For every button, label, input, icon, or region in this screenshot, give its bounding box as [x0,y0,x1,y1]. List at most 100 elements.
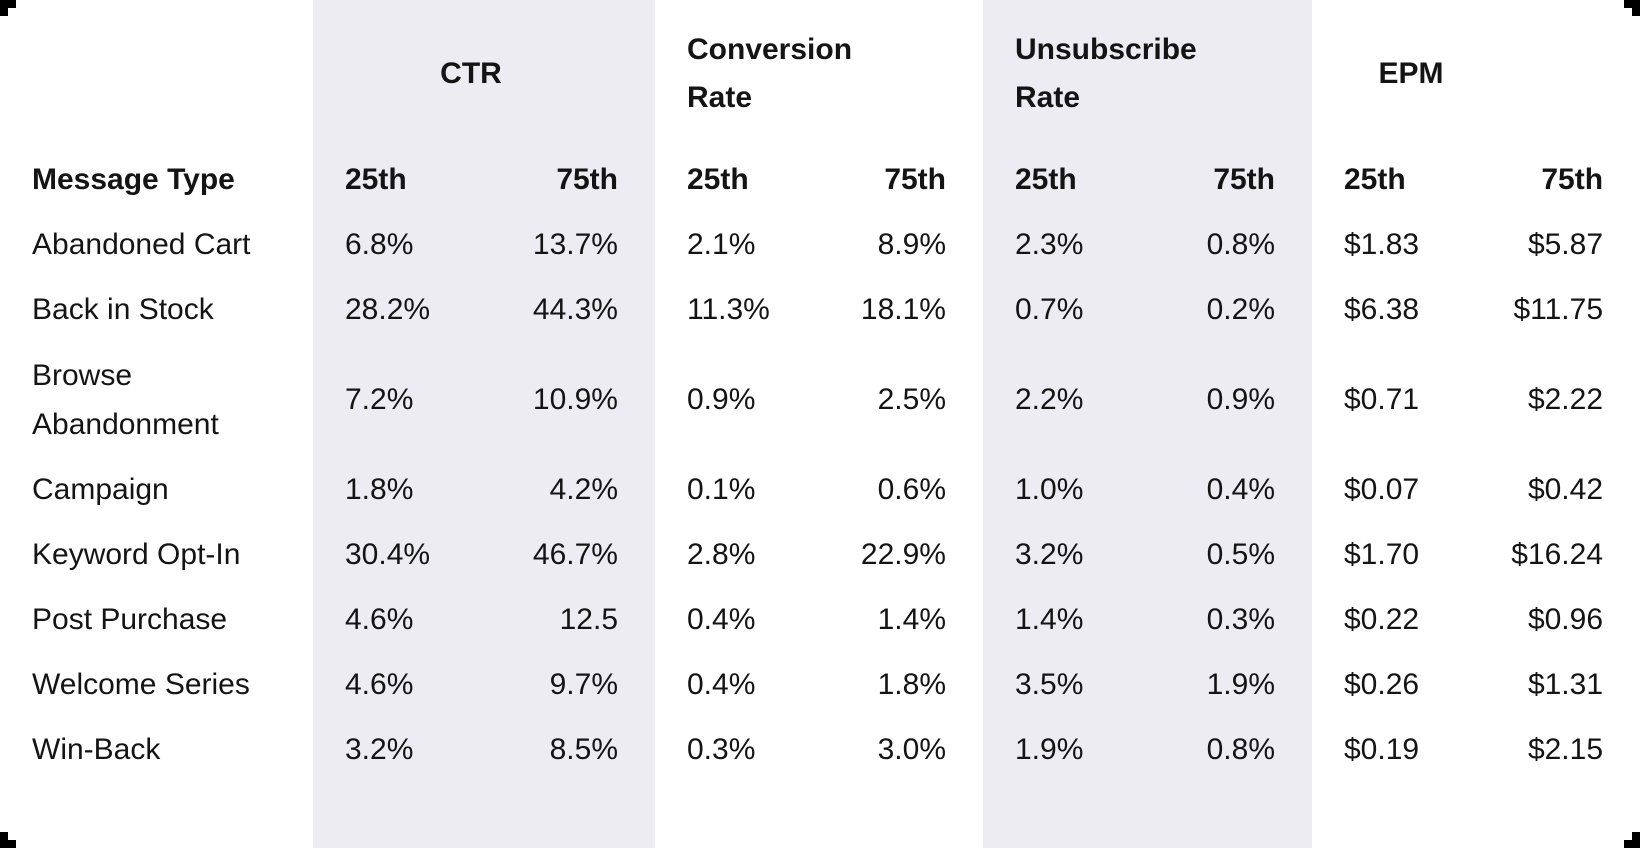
row-label-message-type: Campaign [32,473,169,506]
cell-value: 0.3% [687,732,756,766]
cell-value: 2.5% [877,382,946,416]
cell-value: 6.8% [345,227,414,261]
cell-value: 8.5% [549,732,618,766]
cell-value: 1.8% [877,667,946,701]
cell-value: $1.31 [1527,667,1604,701]
cell-value: 1.9% [1015,732,1084,766]
row-label-message-type: Abandoned Cart [32,228,251,261]
row-label-message-type: Back in Stock [32,293,214,326]
cell-value: 0.5% [1206,537,1275,571]
cell-value: 0.4% [687,602,756,636]
cell-value: 10.9% [532,382,618,416]
corner-mark-bottom-right-icon [1624,832,1640,848]
cell-value: $0.19 [1344,732,1420,766]
table-row: Post Purchase 4.6% 12.5 0.4% 1.4% 1.4% 0.3% $0.… [0,587,1640,652]
cell-value: $2.15 [1527,732,1604,766]
cell-value: 2.1% [687,227,756,261]
cell-value: 3.2% [345,732,414,766]
cell-value: 2.8% [687,537,756,571]
column-header-ctr-75th: 75th [556,163,618,196]
group-header-unsubscribe-rate: Unsubscribe Rate [983,0,1312,148]
cell-value: $2.22 [1527,382,1604,416]
table-row: Welcome Series 4.6% 9.7% 0.4% 1.8% 3.5% 1.9% $0… [0,652,1640,717]
cell-value: 9.7% [549,667,618,701]
cell-value: 28.2% [345,292,431,326]
cell-value: 0.3% [1206,602,1275,636]
cell-value: $16.24 [1511,537,1604,571]
empty-corner-cell [0,0,313,148]
cell-value: $0.96 [1527,602,1604,636]
row-label-message-type: Welcome Series [32,668,250,701]
table-row: Browse Abandonment 7.2% 10.9% 0.9% 2.5% 2.2% 0… [0,342,1640,457]
group-header-ctr: CTR [440,57,502,90]
row-label-message-type: Browse Abandonment [32,358,219,441]
metric-group-header-row: CTR Conversion Rate Unsubscribe Rate EPM [0,0,1640,148]
cell-value: 1.0% [1015,472,1084,506]
table-row: Win-Back 3.2% 8.5% 0.3% 3.0% 1.9% 0.8% $0.19 $2.… [0,717,1640,782]
row-label-message-type: Keyword Opt-In [32,538,241,571]
cell-value: 2.2% [1015,382,1084,416]
group-header-epm: EPM [1378,57,1444,90]
cell-value: 0.9% [687,382,756,416]
cell-value: $0.22 [1344,602,1420,636]
table-row: Campaign 1.8% 4.2% 0.1% 0.6% 1.0% 0.4% $0.07 $0.… [0,457,1640,522]
cell-value: 0.6% [877,472,946,506]
unsubscribe-shaded-band [983,0,1312,848]
cell-value: 11.3% [687,292,770,326]
ctr-shaded-band [313,0,655,848]
cell-value: 0.1% [687,472,756,506]
column-header-epm-25th: 25th [1344,163,1406,196]
cell-value: $5.87 [1527,227,1604,261]
cell-value: 0.9% [1206,382,1275,416]
cell-value: $1.70 [1344,537,1420,571]
cell-value: 1.8% [345,472,414,506]
column-header-conversion-25th: 25th [687,163,749,196]
cell-value: $0.26 [1344,667,1420,701]
cell-value: 0.7% [1015,292,1084,326]
cell-value: $6.38 [1344,292,1420,326]
cell-value: 12.5 [559,602,618,636]
cell-value: 18.1% [860,292,946,326]
column-header-conversion-75th: 75th [884,163,946,196]
cell-value: 4.6% [345,602,414,636]
table-row: Abandoned Cart 6.8% 13.7% 2.1% 8.9% 2.3% 0.8% $… [0,212,1640,277]
cell-value: 2.3% [1015,227,1084,261]
cell-value: 0.2% [1206,292,1275,326]
column-header-unsubscribe-25th: 25th [1015,163,1077,196]
cell-value: $0.07 [1344,472,1420,506]
cell-value: $0.42 [1527,472,1604,506]
cell-value: 0.4% [1206,472,1275,506]
cell-value: $1.83 [1344,227,1420,261]
cell-value: 8.9% [877,227,946,261]
percentile-header-row: Message Type 25th 75th 25th 75th 25th 75… [0,148,1640,212]
column-header-message-type: Message Type [32,163,235,196]
cell-value: 1.9% [1206,667,1275,701]
cell-value: 44.3% [532,292,618,326]
group-header-conversion-rate-label: Conversion Rate [687,33,853,114]
corner-mark-bottom-left-icon [0,832,16,848]
message-type-percentile-table: CTR Conversion Rate Unsubscribe Rate EPM… [0,0,1640,782]
cell-value: 22.9% [860,537,946,571]
cell-value: 1.4% [877,602,946,636]
cell-value: 3.2% [1015,537,1084,571]
cell-value: 13.7% [532,227,618,261]
cell-value: $0.71 [1344,382,1420,416]
group-header-unsubscribe-rate-label: Unsubscribe Rate [1015,33,1197,114]
row-label-message-type: Post Purchase [32,603,228,636]
column-header-ctr-25th: 25th [345,163,407,196]
table-row: Back in Stock 28.2% 44.3% 11.3% 18.1% 0.7% 0.2… [0,277,1640,342]
cell-value: 0.4% [687,667,756,701]
row-label-message-type: Win-Back [32,733,161,766]
column-header-epm-75th: 75th [1541,163,1604,196]
cell-value: 46.7% [532,537,618,571]
cell-value: 3.0% [877,732,946,766]
cell-value: 4.6% [345,667,414,701]
cell-value: 1.4% [1015,602,1084,636]
cell-value: 0.8% [1206,732,1275,766]
cell-value: $11.75 [1513,292,1604,326]
cell-value: 3.5% [1015,667,1084,701]
group-header-conversion-rate: Conversion Rate [655,0,983,148]
cell-value: 30.4% [345,537,431,571]
cell-value: 0.8% [1206,227,1275,261]
